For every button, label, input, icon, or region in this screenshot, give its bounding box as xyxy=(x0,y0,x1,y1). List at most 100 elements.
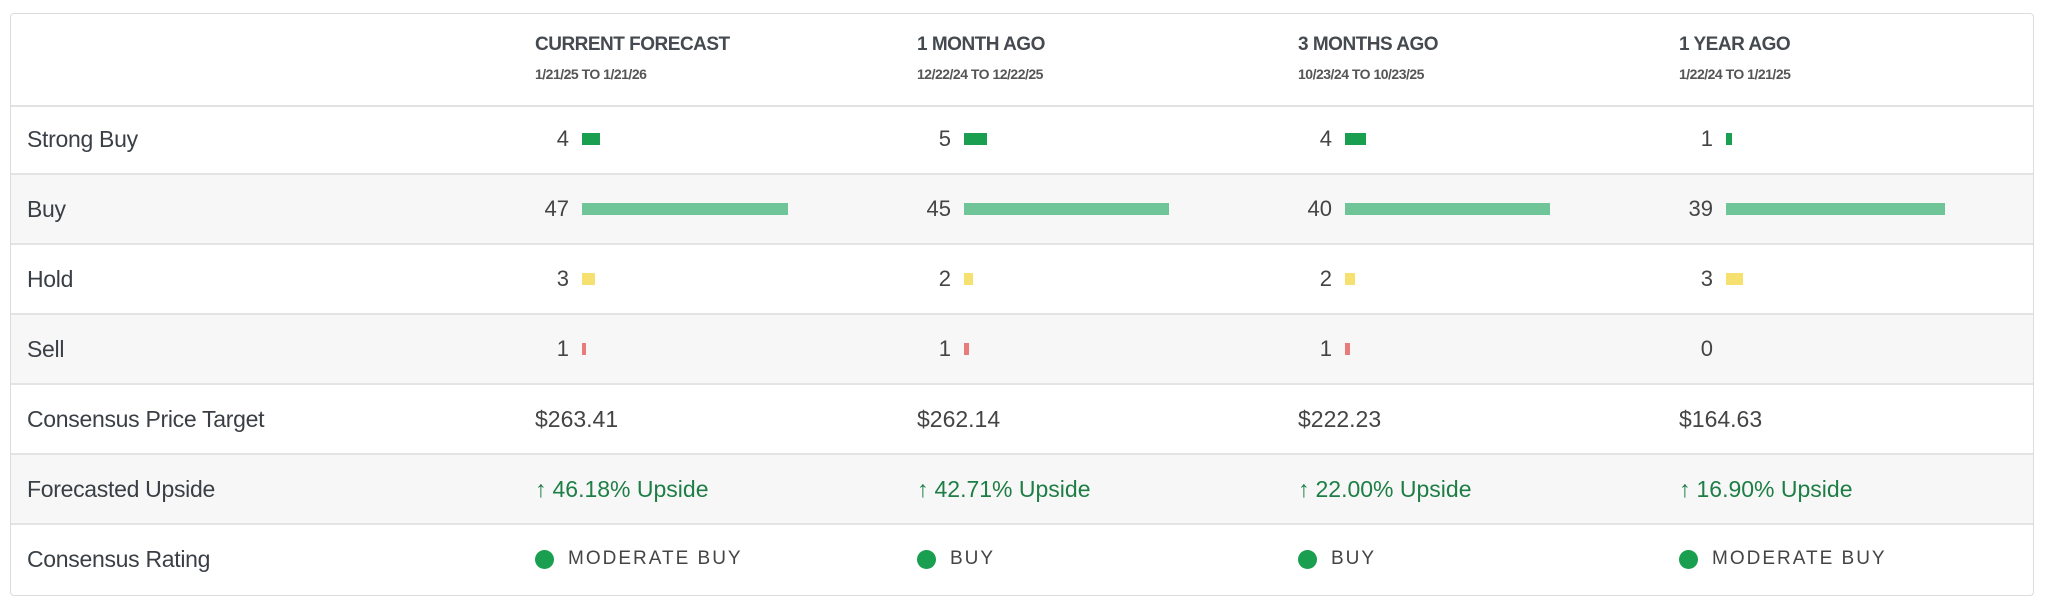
rating-count: 3 xyxy=(1700,266,1713,291)
rating-count: 1 xyxy=(938,336,951,361)
rating-count-cell: 4 xyxy=(1284,105,1366,173)
rating-row-hold: Hold 3 2 2 3 xyxy=(11,245,2033,315)
rating-count: 45 xyxy=(926,196,951,221)
arrow-up-icon: ↑ xyxy=(1298,475,1310,502)
price-target-cell: $263.41 xyxy=(535,385,618,453)
rating-count-cell: 1 xyxy=(521,315,586,383)
price-target-value: $222.23 xyxy=(1298,405,1382,432)
rating-count: 2 xyxy=(938,266,951,291)
rating-count-cell: 5 xyxy=(903,105,987,173)
rating-bar xyxy=(1345,273,1355,285)
column-date-range: 1/22/24 TO 1/21/25 xyxy=(1679,66,1791,82)
rating-bar xyxy=(964,203,1169,215)
column-header: 1 YEAR AGO 1/22/24 TO 1/21/25 xyxy=(1679,34,1791,82)
arrow-up-icon: ↑ xyxy=(917,475,929,502)
consensus-rating-value: MODERATE BUY xyxy=(568,548,743,569)
rating-count-cell: 1 xyxy=(1284,315,1350,383)
rating-count-cell: 3 xyxy=(521,245,595,313)
rating-bar xyxy=(582,133,600,145)
rating-bar xyxy=(582,273,595,285)
column-title: 3 MONTHS AGO xyxy=(1298,34,1439,55)
rating-count: 4 xyxy=(556,126,569,151)
row-label: Forecasted Upside xyxy=(27,476,215,502)
rating-bar xyxy=(964,273,973,285)
consensus-cell: MODERATE BUY xyxy=(535,525,743,593)
rating-bar xyxy=(1726,273,1743,285)
consensus-rating-value: BUY xyxy=(1331,548,1377,569)
rating-count: 5 xyxy=(938,126,951,151)
rating-bar xyxy=(1726,203,1945,215)
price-target-row: Consensus Price Target $263.41 $262.14 $222… xyxy=(11,385,2033,455)
column-title: 1 MONTH AGO xyxy=(917,34,1045,55)
upside-cell: ↑ 16.90% Upside xyxy=(1679,455,1853,523)
upside-value: 42.71% Upside xyxy=(934,475,1091,502)
upside-value: 46.18% Upside xyxy=(552,475,709,502)
rating-count: 3 xyxy=(556,266,569,291)
row-label: Sell xyxy=(27,336,65,362)
row-label: Strong Buy xyxy=(27,126,138,152)
row-label: Hold xyxy=(27,266,74,292)
rating-count-cell: 2 xyxy=(903,245,973,313)
status-dot-icon xyxy=(1679,549,1698,569)
rating-count: 40 xyxy=(1307,196,1332,221)
rating-count-cell: 3 xyxy=(1665,245,1743,313)
consensus-cell: BUY xyxy=(917,525,995,593)
analyst-ratings-table: CURRENT FORECAST 1/21/25 TO 1/21/26 1 MO… xyxy=(10,13,2034,596)
column-header: 1 MONTH AGO 12/22/24 TO 12/22/25 xyxy=(917,34,1045,82)
row-label: Consensus Rating xyxy=(27,546,211,572)
consensus-rating-value: MODERATE BUY xyxy=(1712,548,1887,569)
rating-count: 1 xyxy=(556,336,569,361)
rating-bar xyxy=(582,203,788,215)
rating-bar xyxy=(1726,133,1732,145)
rating-count-cell: 2 xyxy=(1284,245,1355,313)
rating-count-cell: 4 xyxy=(521,105,600,173)
rating-bar xyxy=(964,343,969,355)
consensus-cell: MODERATE BUY xyxy=(1679,525,1887,593)
rating-bar xyxy=(582,343,586,355)
upside-cell: ↑ 22.00% Upside xyxy=(1298,455,1472,523)
rating-count: 47 xyxy=(544,196,569,221)
column-header: 3 MONTHS AGO 10/23/24 TO 10/23/25 xyxy=(1298,34,1439,82)
forecasted-upside-row: Forecasted Upside ↑ 46.18% Upside ↑ 42.71% U… xyxy=(11,455,2033,525)
price-target-cell: $222.23 xyxy=(1298,385,1381,453)
rating-row-buy: Buy 47 45 40 39 xyxy=(11,175,2033,245)
column-date-range: 1/21/25 TO 1/21/26 xyxy=(535,66,647,82)
rating-bar xyxy=(964,133,987,145)
rating-count-cell: 39 xyxy=(1665,175,1945,243)
rating-count-cell: 1 xyxy=(903,315,969,383)
rating-count: 1 xyxy=(1700,126,1713,151)
rating-count-cell: 45 xyxy=(903,175,1169,243)
consensus-rating-row: Consensus Rating MODERATE BUY BUY BUY MODERA… xyxy=(11,525,2033,595)
rating-count: 0 xyxy=(1700,336,1713,361)
row-label: Buy xyxy=(27,196,66,222)
price-target-cell: $164.63 xyxy=(1679,385,1762,453)
rating-count-cell: 47 xyxy=(521,175,788,243)
price-target-cell: $262.14 xyxy=(917,385,1000,453)
status-dot-icon xyxy=(535,549,554,569)
upside-cell: ↑ 46.18% Upside xyxy=(535,455,709,523)
rating-count: 1 xyxy=(1319,336,1332,361)
rating-bar xyxy=(1345,343,1350,355)
rating-bar xyxy=(1345,133,1366,145)
arrow-up-icon: ↑ xyxy=(535,475,547,502)
upside-value: 16.90% Upside xyxy=(1696,475,1853,502)
rating-count: 39 xyxy=(1688,196,1713,221)
rating-count-cell: 1 xyxy=(1665,105,1732,173)
rating-row-strong-buy: Strong Buy 4 5 4 1 xyxy=(11,105,2033,175)
rating-count-cell: 40 xyxy=(1284,175,1550,243)
rating-bar xyxy=(1345,203,1550,215)
price-target-value: $262.14 xyxy=(917,405,1001,432)
price-target-value: $164.63 xyxy=(1679,405,1763,432)
column-date-range: 10/23/24 TO 10/23/25 xyxy=(1298,66,1424,82)
column-date-range: 12/22/24 TO 12/22/25 xyxy=(917,66,1043,82)
rating-count: 4 xyxy=(1319,126,1332,151)
column-header: CURRENT FORECAST 1/21/25 TO 1/21/26 xyxy=(535,34,730,82)
consensus-cell: BUY xyxy=(1298,525,1376,593)
column-title: CURRENT FORECAST xyxy=(535,34,730,55)
rating-count-cell: 0 xyxy=(1665,315,1726,383)
status-dot-icon xyxy=(917,549,936,569)
row-label: Consensus Price Target xyxy=(27,406,265,432)
consensus-rating-value: BUY xyxy=(950,548,996,569)
rating-row-sell: Sell 1 1 1 0 xyxy=(11,315,2033,385)
status-dot-icon xyxy=(1298,549,1317,569)
